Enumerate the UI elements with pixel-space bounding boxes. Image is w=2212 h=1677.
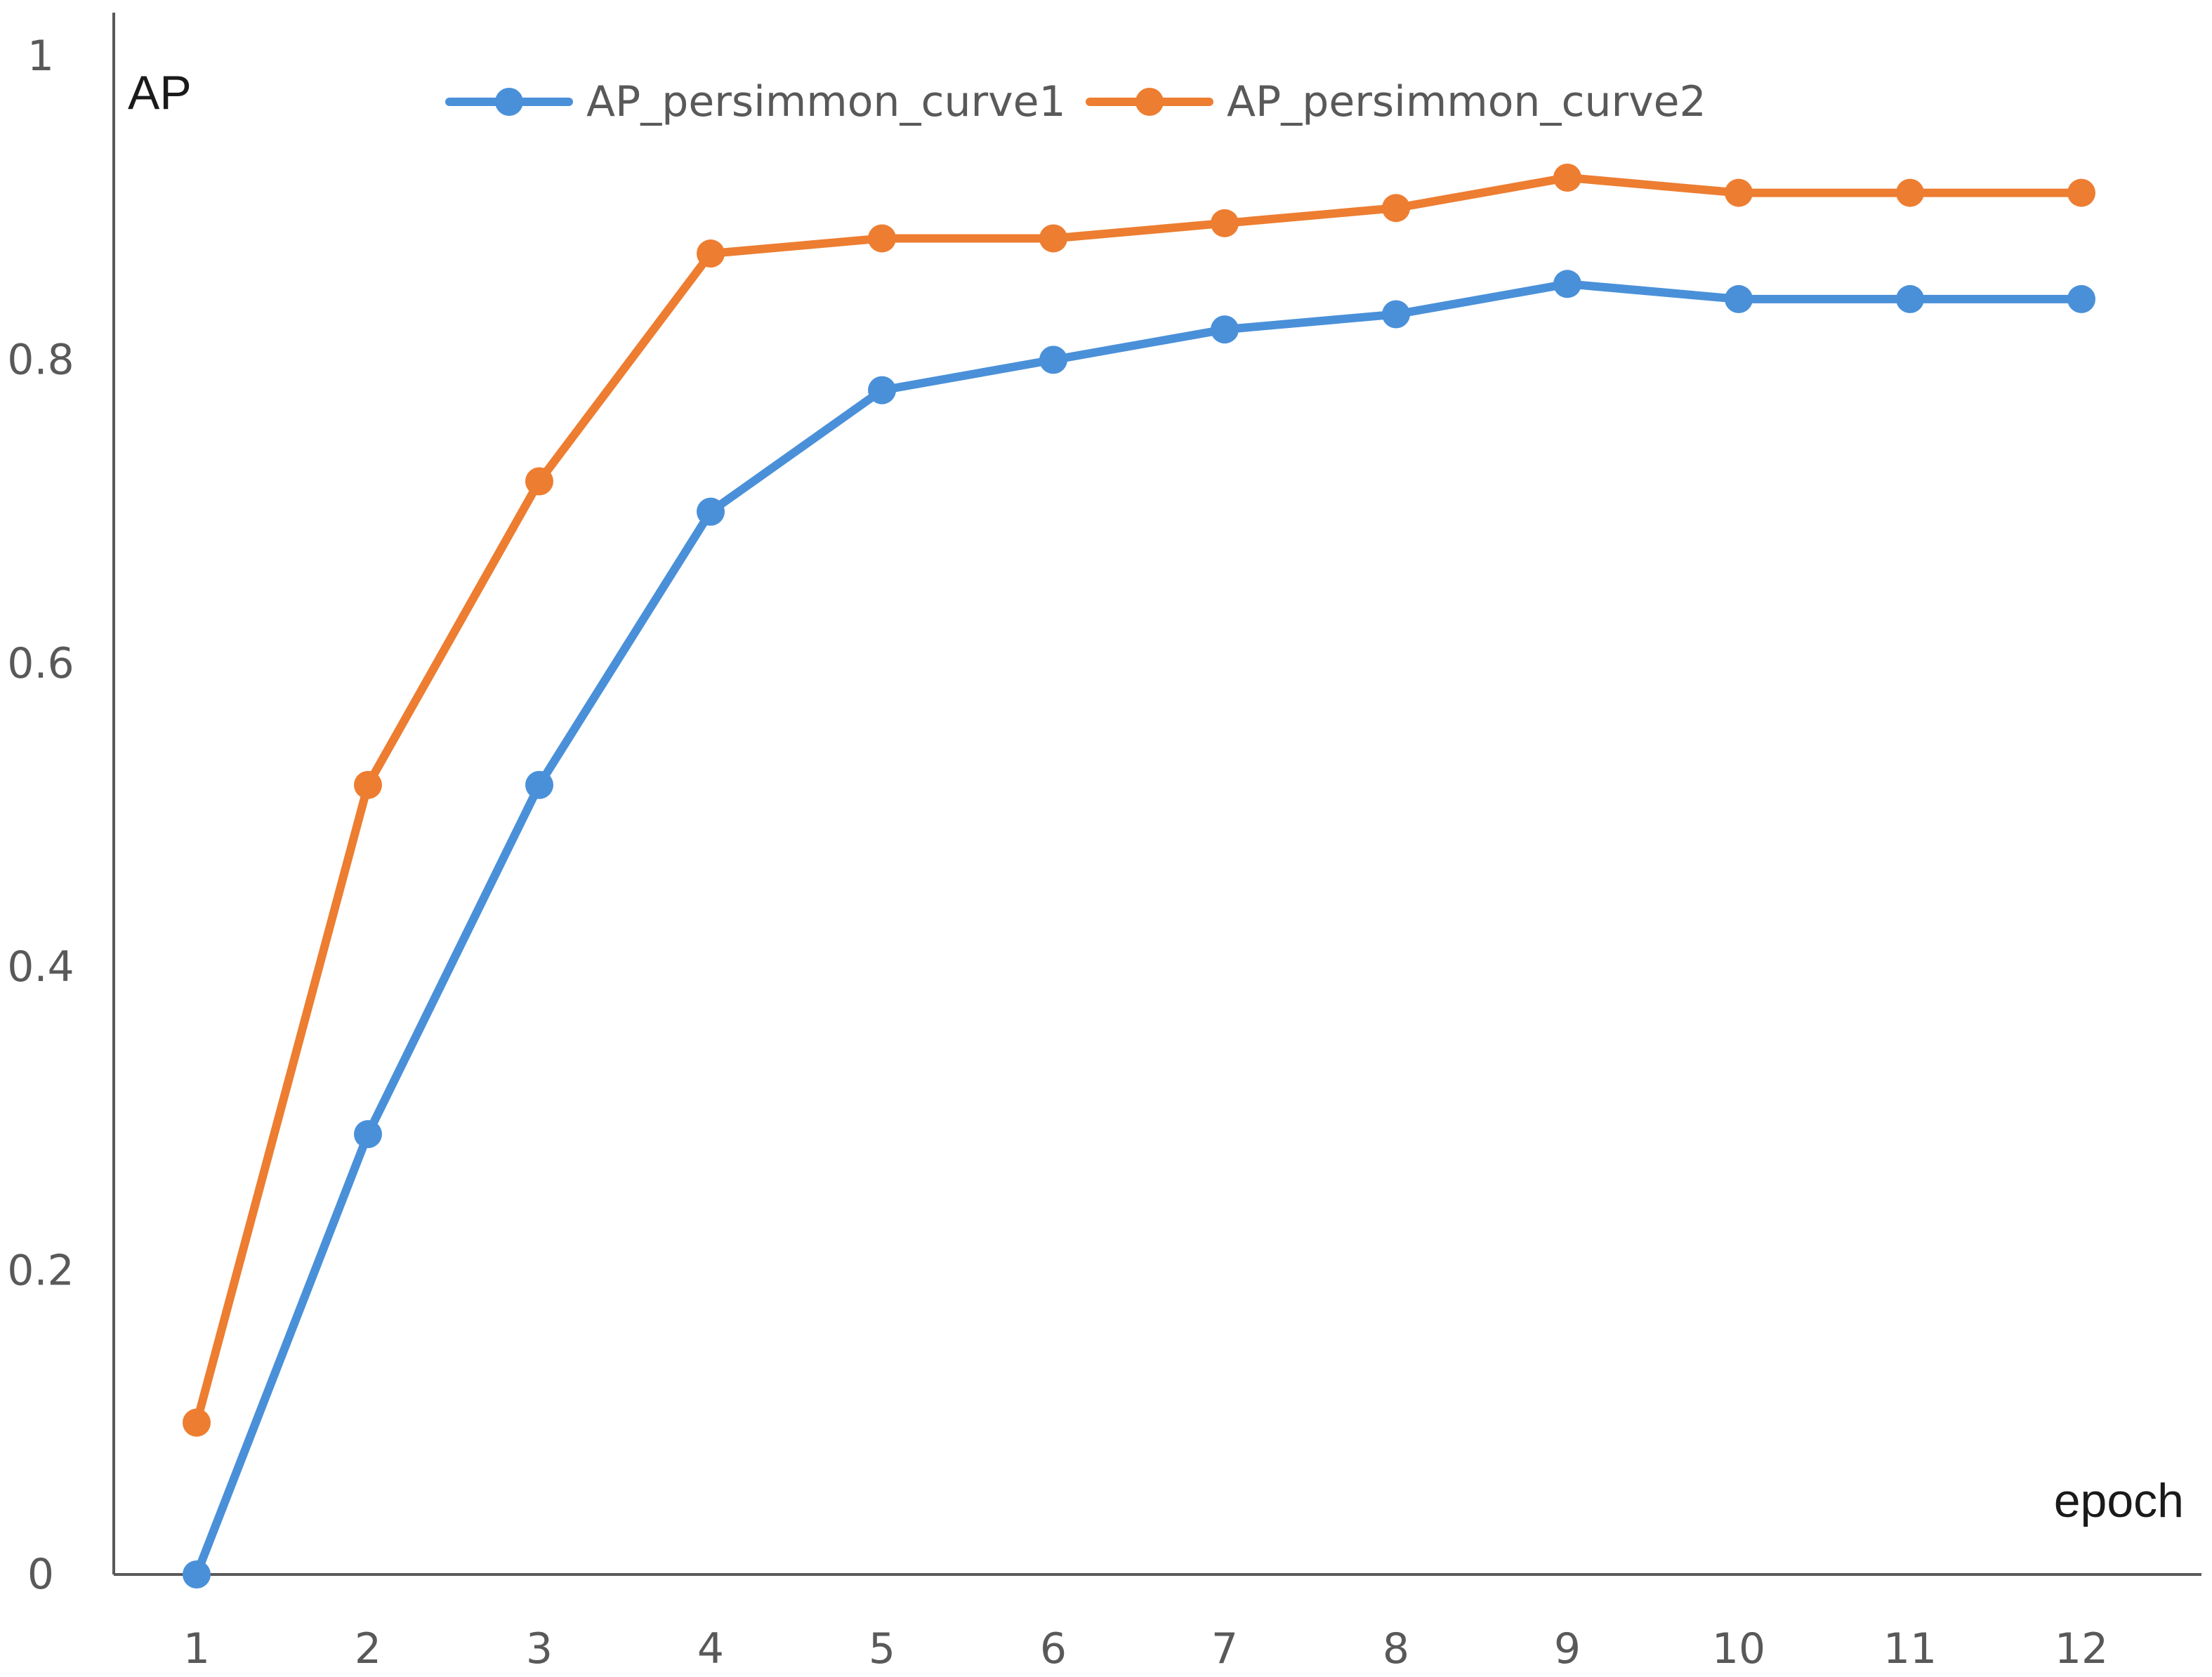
legend: AP_persimmon_curve1 AP_persimmon_curve2 bbox=[445, 77, 1706, 126]
legend-label: AP_persimmon_curve1 bbox=[586, 77, 1066, 126]
data-point bbox=[1039, 346, 1067, 374]
chart-axes bbox=[112, 13, 2201, 1576]
y-tick-label: 0 bbox=[27, 1550, 54, 1599]
y-tick-label: 1 bbox=[27, 32, 54, 81]
data-point bbox=[1553, 163, 1581, 192]
x-tick-label: 3 bbox=[526, 1624, 553, 1673]
data-point bbox=[1553, 270, 1581, 298]
series-layer bbox=[183, 163, 2095, 1589]
data-point bbox=[525, 467, 553, 496]
y-tick-labels: 0 0.2 0.4 0.6 0.8 1 bbox=[7, 32, 74, 1599]
data-point bbox=[1382, 300, 1410, 329]
series-2 bbox=[183, 163, 2095, 1437]
x-tick-label: 5 bbox=[869, 1624, 895, 1673]
series-line bbox=[192, 173, 2086, 1427]
data-point bbox=[183, 1560, 211, 1589]
x-tick-label: 11 bbox=[1883, 1624, 1937, 1673]
y-tick-label: 0.4 bbox=[7, 942, 74, 992]
legend-item: AP_persimmon_curve1 bbox=[445, 77, 1066, 126]
series-line bbox=[192, 280, 2086, 1579]
legend-swatch-marker bbox=[1135, 88, 1164, 116]
data-point bbox=[868, 224, 896, 253]
x-tick-label: 4 bbox=[697, 1624, 724, 1673]
series-1 bbox=[183, 270, 2095, 1589]
data-point bbox=[1382, 194, 1410, 223]
data-point bbox=[2067, 178, 2095, 207]
data-point bbox=[1725, 178, 1753, 207]
data-point bbox=[1725, 284, 1753, 313]
x-tick-labels: 1 2 3 4 5 6 7 8 9 10 11 12 bbox=[183, 1624, 2108, 1673]
x-tick-label: 10 bbox=[1712, 1624, 1765, 1673]
x-axis-title: epoch bbox=[2054, 1474, 2184, 1527]
data-point bbox=[354, 770, 382, 799]
legend-swatch-marker bbox=[495, 88, 523, 116]
data-point bbox=[1896, 178, 1924, 207]
data-point bbox=[183, 1408, 211, 1437]
x-tick-label: 1 bbox=[183, 1624, 210, 1673]
legend-label: AP_persimmon_curve2 bbox=[1227, 77, 1706, 126]
y-tick-label: 0.8 bbox=[7, 335, 74, 384]
x-tick-label: 7 bbox=[1211, 1624, 1238, 1673]
data-point bbox=[697, 497, 725, 526]
legend-item: AP_persimmon_curve2 bbox=[1086, 77, 1706, 126]
data-point bbox=[1211, 209, 1239, 237]
data-point bbox=[1896, 284, 1924, 313]
x-tick-label: 6 bbox=[1040, 1624, 1067, 1673]
data-point bbox=[525, 770, 553, 799]
x-tick-label: 9 bbox=[1554, 1624, 1581, 1673]
y-tick-label: 0.6 bbox=[7, 639, 74, 688]
data-point bbox=[868, 376, 896, 405]
x-tick-label: 8 bbox=[1383, 1624, 1409, 1673]
x-tick-label: 2 bbox=[355, 1624, 381, 1673]
data-point bbox=[1039, 224, 1067, 253]
x-tick-label: 12 bbox=[2055, 1624, 2108, 1673]
data-point bbox=[354, 1120, 382, 1149]
data-point bbox=[1211, 315, 1239, 344]
data-point bbox=[697, 239, 725, 268]
data-point bbox=[2067, 284, 2095, 313]
y-axis-title: AP bbox=[128, 66, 192, 119]
y-tick-label: 0.2 bbox=[7, 1247, 74, 1296]
